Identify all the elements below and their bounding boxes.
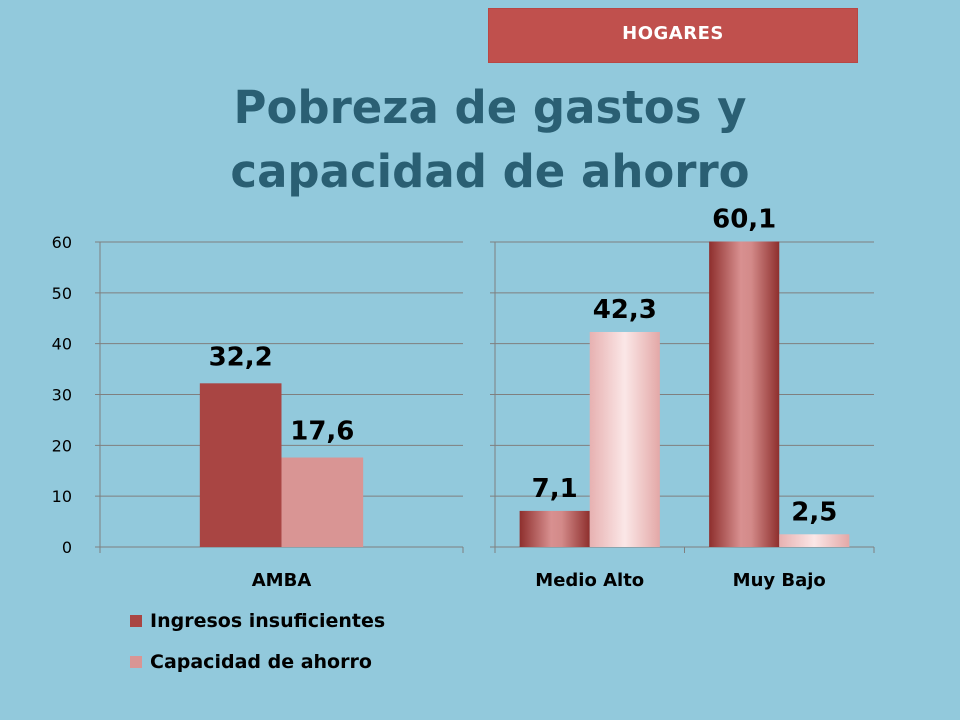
legend-swatch-ahorro [130, 656, 142, 668]
data-label: 7,1 [532, 474, 578, 504]
page-title: Pobreza de gastos y capacidad de ahorro [120, 76, 860, 204]
bar [199, 383, 282, 547]
title-line-2: capacidad de ahorro [230, 145, 750, 198]
y-tick-label: 40 [52, 335, 72, 354]
y-tick-label: 20 [52, 436, 72, 455]
legend-swatch-ingresos [130, 615, 142, 627]
bar [589, 331, 660, 547]
data-label: 2,5 [791, 497, 837, 527]
y-tick-label: 30 [52, 386, 72, 405]
bar [709, 241, 780, 547]
legend-label-ingresos: Ingresos insuficientes [150, 610, 386, 632]
y-tick-label: 50 [52, 284, 72, 303]
legend-item-ingresos: Ingresos insuficientes [130, 609, 385, 633]
data-label: 60,1 [712, 204, 776, 234]
data-label: 32,2 [209, 342, 273, 372]
category-label: Medio Alto [535, 570, 644, 591]
bar [281, 457, 364, 547]
y-tick-label: 10 [52, 487, 72, 506]
legend-item-ahorro: Capacidad de ahorro [130, 650, 372, 674]
category-label: Muy Bajo [733, 570, 826, 591]
bar [519, 510, 590, 547]
y-tick-label: 0 [62, 538, 72, 557]
title-line-1: Pobreza de gastos y [233, 81, 747, 134]
y-tick-label: 60 [52, 233, 72, 252]
axes [99, 242, 875, 553]
bar [779, 534, 850, 547]
data-label: 42,3 [593, 295, 657, 325]
bars [199, 241, 850, 547]
labels: 0 10 20 30 40 50 60 32,2 17,6 AMBA 7,1 42,3 Medio Al… [52, 204, 838, 591]
hogares-badge: HOGARES [488, 8, 858, 63]
category-label: AMBA [252, 570, 312, 591]
badge-label: HOGARES [622, 23, 724, 44]
data-label: 17,6 [290, 417, 354, 447]
legend-label-ahorro: Capacidad de ahorro [150, 651, 372, 673]
